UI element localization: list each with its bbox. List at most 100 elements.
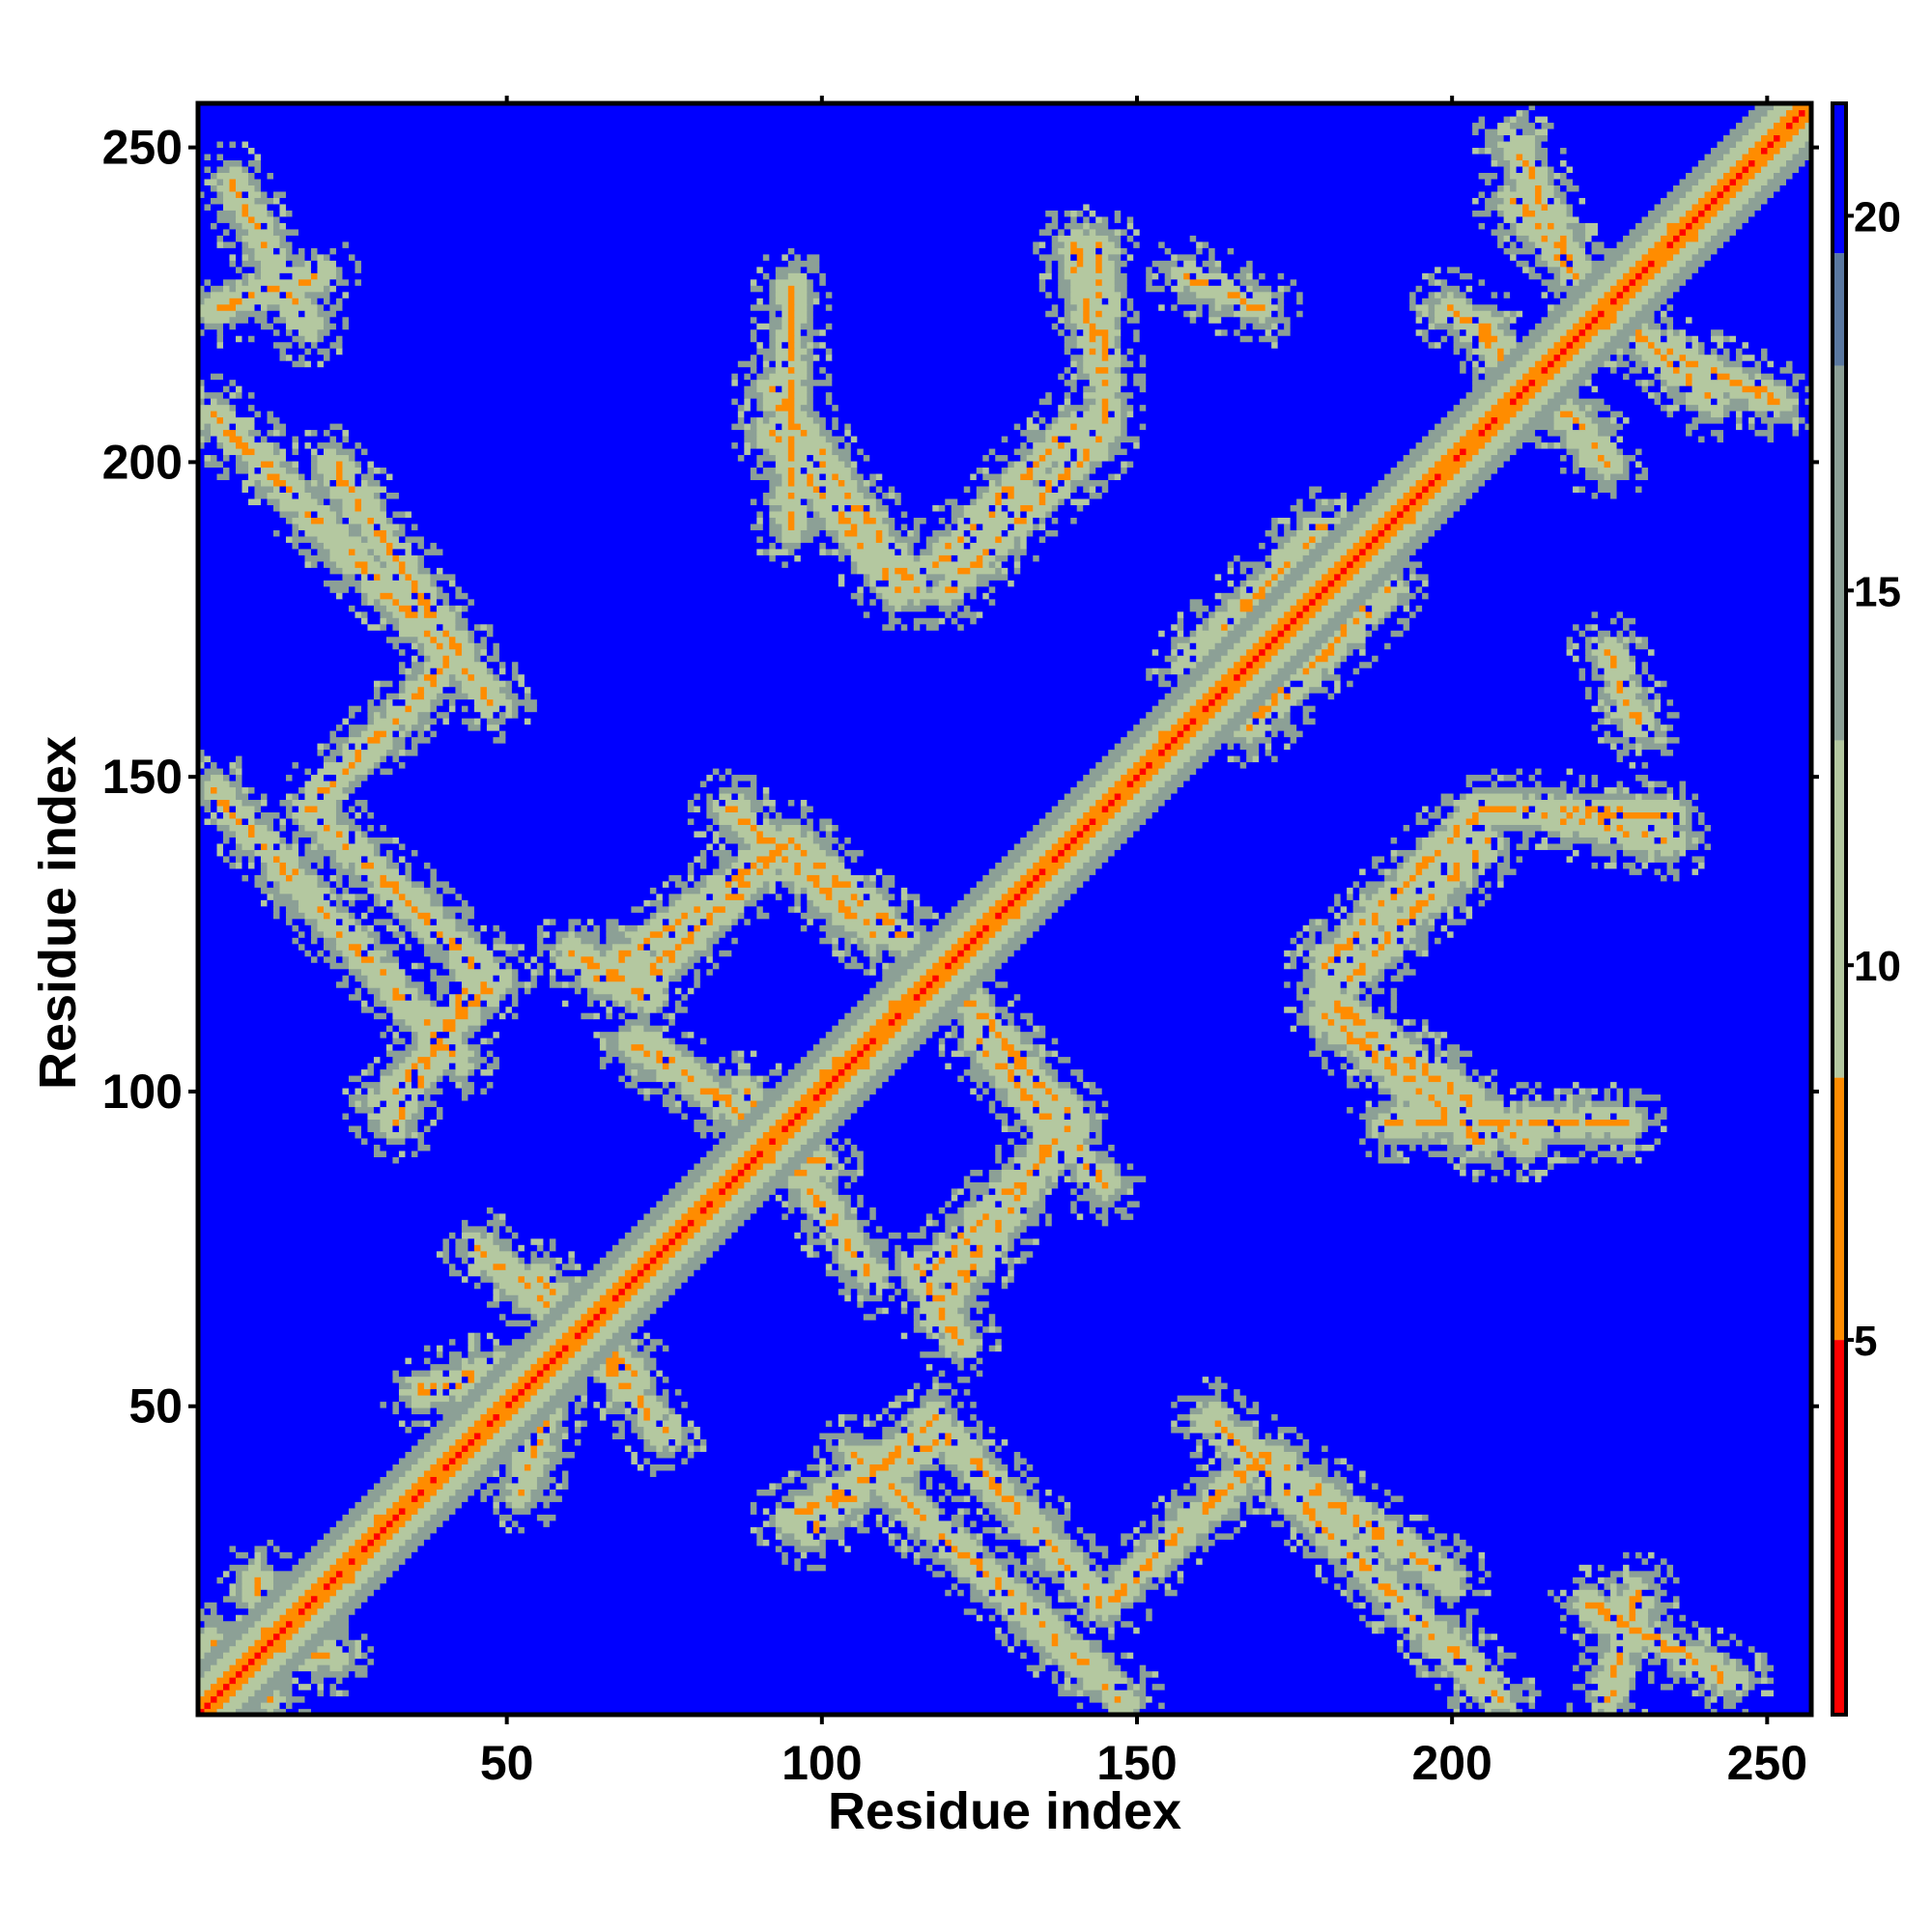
heatmap-cell bbox=[198, 1388, 400, 1396]
heatmap-cell bbox=[1435, 1607, 1467, 1615]
heatmap-cell bbox=[932, 1288, 952, 1295]
heatmap-cell bbox=[825, 1244, 833, 1252]
heatmap-cell bbox=[982, 1357, 1812, 1365]
heatmap-cell bbox=[198, 1056, 375, 1064]
heatmap-cell bbox=[1491, 1068, 1498, 1076]
heatmap-cell bbox=[863, 1282, 870, 1290]
heatmap-cell bbox=[863, 1413, 870, 1421]
heatmap-cell bbox=[988, 1187, 996, 1195]
heatmap-cell bbox=[222, 1690, 237, 1697]
heatmap-cell bbox=[662, 1025, 669, 1033]
heatmap-cell bbox=[1013, 1577, 1028, 1584]
heatmap-cell bbox=[1415, 1582, 1423, 1590]
heatmap-cell bbox=[272, 1564, 294, 1572]
heatmap-cell bbox=[1384, 1627, 1398, 1634]
heatmap-cell bbox=[1585, 1633, 1599, 1640]
heatmap-cell bbox=[832, 1463, 839, 1471]
heatmap-cell bbox=[455, 1382, 463, 1390]
heatmap-cell bbox=[1020, 1037, 1034, 1045]
heatmap-cell bbox=[1026, 1551, 1040, 1559]
heatmap-cell bbox=[1447, 1056, 1461, 1064]
heatmap-cell bbox=[631, 1332, 644, 1340]
heatmap-cell bbox=[1352, 1074, 1360, 1083]
heatmap-cell bbox=[1146, 1175, 1473, 1182]
heatmap-cell bbox=[1623, 1645, 1643, 1653]
heatmap-cell bbox=[380, 1401, 387, 1408]
heatmap-cell bbox=[493, 1031, 500, 1038]
heatmap-cell bbox=[430, 1050, 438, 1058]
heatmap-cell bbox=[1001, 1494, 1015, 1502]
heatmap-cell bbox=[1460, 1156, 1467, 1164]
heatmap-cell bbox=[1177, 1395, 1222, 1403]
heatmap-cell bbox=[631, 1294, 651, 1302]
heatmap-cell bbox=[995, 1614, 1003, 1622]
heatmap-cell bbox=[1478, 1633, 1486, 1640]
heatmap-cell bbox=[995, 1582, 1003, 1590]
heatmap-cell bbox=[1648, 1106, 1662, 1114]
heatmap-cell bbox=[1008, 1056, 1015, 1064]
heatmap-cell bbox=[731, 1175, 739, 1182]
heatmap-cell bbox=[442, 1074, 450, 1083]
heatmap-cell bbox=[405, 1056, 419, 1064]
heatmap-cell bbox=[1485, 1081, 1492, 1089]
heatmap-cell bbox=[970, 1520, 978, 1527]
heatmap-cell bbox=[1013, 1639, 1021, 1647]
heatmap-cell bbox=[1485, 1169, 1505, 1177]
heatmap-cell bbox=[198, 1124, 350, 1132]
heatmap-cell bbox=[825, 1564, 927, 1572]
heatmap-cell bbox=[744, 1200, 764, 1208]
heatmap-cell bbox=[385, 1577, 958, 1584]
heatmap-cell bbox=[1227, 1507, 1241, 1515]
heatmap-cell bbox=[1440, 1551, 1448, 1559]
heatmap-cell bbox=[1064, 1520, 1141, 1527]
heatmap-cell bbox=[1321, 1564, 1335, 1572]
heatmap-cell bbox=[1397, 1577, 1423, 1584]
heatmap-cell bbox=[807, 1169, 839, 1177]
heatmap-cell bbox=[988, 1169, 1003, 1177]
heatmap-cell bbox=[1485, 1137, 1498, 1145]
heatmap-cell bbox=[1704, 1639, 1712, 1647]
heatmap-cell bbox=[825, 1207, 845, 1214]
heatmap-cell bbox=[920, 1557, 933, 1565]
heatmap-cell bbox=[1013, 1551, 1028, 1559]
heatmap-cell bbox=[1717, 1677, 1724, 1685]
heatmap-cell bbox=[844, 1099, 865, 1108]
heatmap-cell bbox=[957, 1225, 965, 1233]
heatmap-cell bbox=[536, 1275, 544, 1283]
heatmap-cell bbox=[869, 1244, 890, 1252]
heatmap-cell bbox=[367, 1557, 387, 1565]
heatmap-cell bbox=[1189, 1426, 1222, 1434]
heatmap-cell bbox=[1239, 1507, 1247, 1515]
heatmap-cell bbox=[1359, 1068, 1373, 1076]
heatmap-cell bbox=[1327, 1463, 1348, 1471]
heatmap-cell bbox=[298, 1683, 312, 1690]
heatmap-cell bbox=[668, 1413, 682, 1421]
heatmap-cell bbox=[1083, 1162, 1091, 1170]
heatmap-cell bbox=[279, 1690, 294, 1697]
heatmap-cell bbox=[1001, 1482, 1015, 1490]
heatmap-cell bbox=[649, 1087, 664, 1095]
heatmap-cell bbox=[1051, 1037, 1059, 1045]
heatmap-cell bbox=[1277, 1501, 1304, 1509]
heatmap-cell bbox=[976, 1357, 983, 1365]
heatmap-cell bbox=[1083, 1557, 1096, 1565]
heatmap-cell bbox=[1114, 1187, 1128, 1195]
heatmap-cell bbox=[1673, 1577, 1681, 1584]
heatmap-cell bbox=[1503, 1150, 1518, 1157]
heatmap-cell bbox=[323, 1582, 331, 1590]
heatmap-cell bbox=[1051, 1526, 1065, 1534]
heatmap-cell bbox=[493, 1294, 500, 1302]
heatmap-cell bbox=[1001, 1257, 1009, 1264]
heatmap-cell bbox=[731, 1050, 739, 1058]
heatmap-cell bbox=[1070, 1545, 1084, 1552]
heatmap-cell bbox=[769, 1539, 782, 1547]
heatmap-cell bbox=[781, 1494, 795, 1502]
heatmap-cell bbox=[995, 1532, 1021, 1540]
heatmap-cell bbox=[367, 1068, 375, 1076]
heatmap-cell bbox=[1101, 1595, 1109, 1603]
heatmap-cell bbox=[706, 1237, 726, 1245]
heatmap-cell bbox=[468, 1438, 475, 1446]
heatmap-cell bbox=[1365, 1099, 1373, 1108]
heatmap-cell bbox=[631, 1275, 639, 1283]
heatmap-cell bbox=[775, 1507, 795, 1515]
